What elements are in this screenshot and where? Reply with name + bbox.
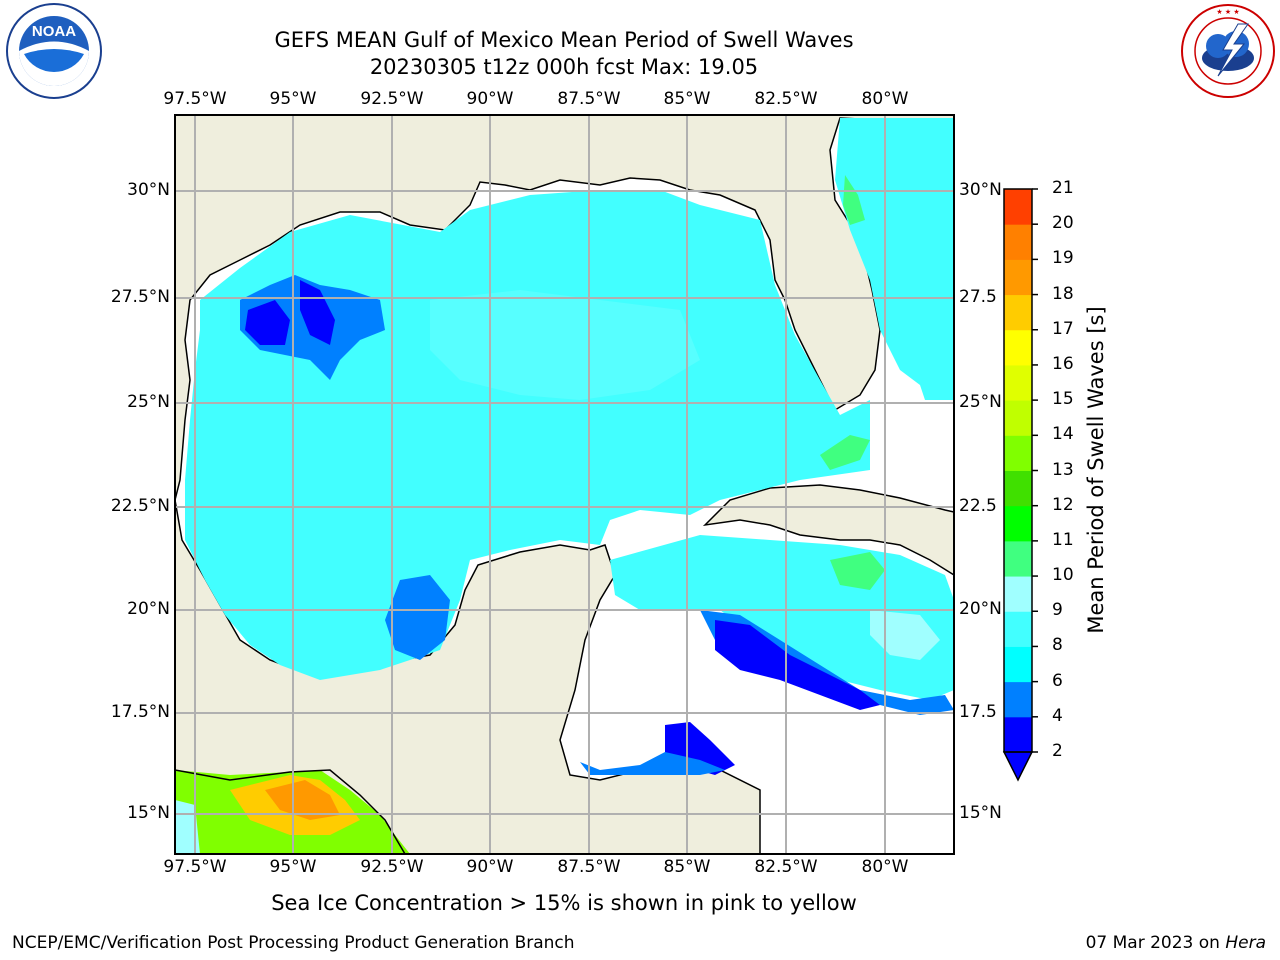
host-name: Hera	[1225, 933, 1266, 953]
colorbar-cell	[1004, 259, 1032, 296]
very-low-period-patch-n	[300, 280, 335, 345]
lat-label-right: 20°N	[959, 599, 1002, 619]
sea-ice-note: Sea Ice Concentration > 15% is shown in …	[271, 891, 857, 915]
credit-text: NCEP/EMC/Verification Post Processing Pr…	[12, 933, 575, 953]
colorbar-tick-label: 15	[1052, 389, 1074, 410]
colorbar-tick-label: 13	[1052, 459, 1074, 480]
colorbar-cell	[1004, 716, 1032, 753]
lon-label-bottom: 82.5°W	[754, 857, 818, 877]
noaa-logo-text: NOAA	[32, 23, 76, 40]
lon-label-bottom: 95°W	[269, 857, 317, 877]
lon-label-top: 87.5°W	[557, 89, 621, 109]
colorbar-tick-label: 12	[1052, 494, 1074, 515]
lat-label-right: 17.5	[959, 702, 997, 722]
lon-label-bottom: 90°W	[466, 857, 514, 877]
colorbar-cell	[1004, 329, 1032, 366]
colorbar-cell	[1004, 400, 1032, 436]
colorbar-tick-label: 4	[1052, 705, 1063, 726]
colorbar-cell	[1004, 540, 1032, 577]
green-patch-florida-strait	[820, 435, 870, 470]
green-patch-atlantic	[843, 175, 865, 225]
colorbar-extend-arrow	[1002, 751, 1034, 782]
map-frame	[174, 114, 955, 855]
colorbar-cell	[1004, 224, 1032, 260]
colorbar-cell	[1004, 189, 1032, 225]
lon-label-top: 85°W	[663, 89, 711, 109]
lon-label-top: 92.5°W	[360, 89, 424, 109]
lat-label-left: 15°N	[127, 803, 170, 823]
forecast-subtitle: 20230305 t12z 000h fcst Max: 19.05	[369, 55, 759, 79]
colorbar-tick-label: 19	[1052, 248, 1074, 269]
svg-text:★ ★ ★: ★ ★ ★	[1216, 8, 1239, 16]
colorbar-tick-label: 11	[1052, 529, 1074, 550]
lon-label-top: 90°W	[466, 89, 514, 109]
colorbar-tick-label: 18	[1052, 283, 1074, 304]
colorbar-cell	[1004, 611, 1032, 647]
colorbar-cell	[1004, 364, 1032, 401]
colorbar-tick-label: 16	[1052, 353, 1074, 374]
colorbar-tick-label: 10	[1052, 565, 1074, 586]
colorbar-cell	[1004, 435, 1032, 471]
colorbar-tick-label: 2	[1052, 741, 1063, 761]
green-patch-carib	[830, 552, 885, 590]
noaa-logo: NOAA	[6, 3, 102, 99]
lat-label-right: 15°N	[959, 803, 1002, 823]
lat-label-right: 30°N	[959, 180, 1002, 200]
chart-title: GEFS MEAN Gulf of Mexico Mean Period of …	[274, 28, 854, 52]
colorbar-label: Mean Period of Swell Waves [s]	[1084, 306, 1108, 634]
lat-label-left: 25°N	[127, 392, 170, 412]
lat-label-left: 22.5°N	[110, 496, 170, 516]
lon-label-bottom: 97.5°W	[163, 857, 227, 877]
colorbar-cell	[1004, 646, 1032, 683]
colorbar-cell	[1004, 681, 1032, 718]
colorbar-tick-label: 14	[1052, 424, 1074, 445]
very-low-period-patch-nw	[245, 300, 290, 345]
lat-label-right: 22.5	[959, 496, 997, 516]
lat-label-left: 30°N	[127, 180, 170, 200]
low-period-patch-sw	[385, 575, 450, 660]
colorbar-cell	[1004, 294, 1032, 331]
map-area	[175, 115, 954, 854]
lon-label-bottom: 92.5°W	[360, 857, 424, 877]
map-gridlines	[175, 115, 954, 854]
colorbar-tick-label: 8	[1052, 635, 1063, 656]
lat-label-right: 27.5	[959, 287, 997, 307]
lon-label-top: 82.5°W	[754, 89, 818, 109]
lon-label-bottom: 87.5°W	[557, 857, 621, 877]
run-date: 07 Mar 2023 on Hera	[1086, 933, 1266, 953]
colorbar-tick-label: 9	[1052, 600, 1063, 621]
lon-label-top: 95°W	[269, 89, 317, 109]
lon-label-bottom: 85°W	[663, 857, 711, 877]
colorbar-tick-label: 6	[1052, 670, 1063, 691]
nws-logo: ★ ★ ★	[1181, 4, 1275, 98]
mid-period-patch-center	[430, 290, 700, 400]
light-patch-carib	[870, 610, 940, 660]
colorbar-cell	[1004, 576, 1032, 612]
colorbar	[1002, 188, 1038, 782]
lon-label-top: 80°W	[861, 89, 909, 109]
colorbar-cell	[1004, 470, 1032, 507]
colorbar-cell	[1004, 505, 1032, 542]
run-date-text: 07 Mar 2023 on	[1085, 933, 1220, 953]
lat-label-left: 27.5°N	[110, 287, 170, 307]
very-low-period-strip-south	[580, 752, 725, 775]
atlantic-swell-field	[835, 118, 954, 400]
colorbar-tick-label: 20	[1052, 213, 1074, 234]
lat-label-left: 20°N	[127, 599, 170, 619]
lon-label-top: 97.5°W	[163, 89, 227, 109]
colorbar-tick-label: 17	[1052, 318, 1074, 339]
very-low-period-patch-carib	[715, 620, 880, 710]
pacific-swell-peak	[265, 780, 340, 820]
colorbar-tick-label: 21	[1052, 178, 1074, 198]
lat-label-right: 25°N	[959, 392, 1002, 412]
lon-label-bottom: 80°W	[861, 857, 909, 877]
lat-label-left: 17.5°N	[110, 702, 170, 722]
